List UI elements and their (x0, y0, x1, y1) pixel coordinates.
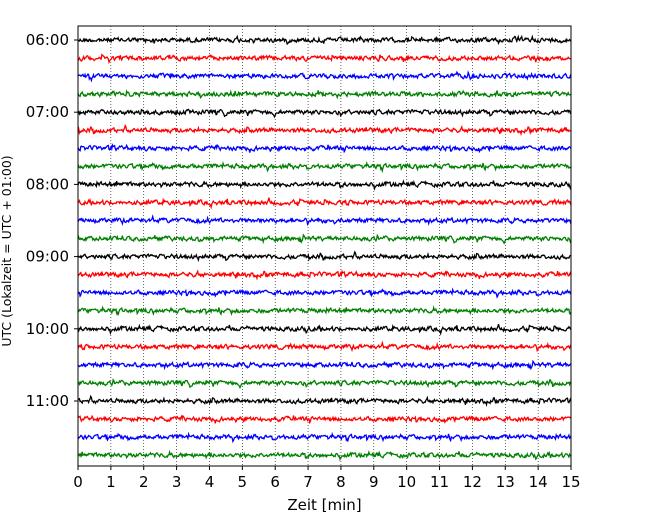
y-tick-label: 06:00 (26, 31, 69, 49)
x-tick-label: 13 (496, 473, 515, 491)
x-tick-label: 2 (139, 473, 149, 491)
y-axis-label: UTC (Lokalzeit = UTC + 01:00) (0, 155, 14, 346)
trace-row-1030 (77, 359, 572, 371)
trace-row-0745 (77, 160, 572, 174)
y-tick-label: 11:00 (26, 392, 69, 410)
trace-row-0830 (77, 214, 572, 227)
x-tick-label: 8 (336, 473, 346, 491)
trace-row-1045 (77, 378, 571, 390)
x-tick-label: 9 (369, 473, 379, 491)
x-tick-label: 0 (73, 473, 83, 491)
trace-row-1115 (77, 414, 572, 425)
trace-row-0930 (77, 287, 572, 299)
trace-row-0730 (77, 143, 572, 154)
x-tick-label: 5 (238, 473, 248, 491)
x-tick-label: 10 (397, 473, 416, 491)
x-tick-label: 11 (430, 473, 449, 491)
trace-row-1015 (77, 340, 572, 353)
y-tick-label: 07:00 (26, 103, 69, 121)
trace-row-0700 (77, 108, 572, 119)
trace-row-1145 (77, 449, 571, 462)
x-tick-label: 7 (303, 473, 313, 491)
seismic-traces (77, 34, 572, 462)
trace-row-0945 (77, 305, 572, 317)
y-axis-ticks: 06:00 07:00 08:00 09:00 10:00 11:00 (26, 31, 78, 410)
trace-row-1100 (77, 394, 572, 408)
trace-row-0915 (77, 269, 572, 281)
trace-row-0645 (77, 89, 572, 100)
trace-row-0715 (77, 123, 572, 137)
x-tick-label: 3 (172, 473, 182, 491)
x-tick-label: 14 (529, 473, 548, 491)
trace-row-1130 (77, 431, 572, 444)
plot-frame (77, 25, 572, 467)
trace-row-1000 (77, 323, 572, 336)
x-tick-label: 4 (205, 473, 215, 491)
x-tick-label: 6 (270, 473, 280, 491)
x-axis-label: Zeit [min] (287, 496, 361, 514)
trace-row-0615 (77, 53, 572, 65)
trace-row-0845 (77, 233, 572, 245)
trace-row-0600 (77, 34, 572, 46)
y-tick-label: 09:00 (26, 248, 69, 266)
trace-row-0630 (77, 70, 572, 83)
trace-row-0900 (77, 250, 572, 263)
trace-row-0815 (77, 197, 572, 210)
y-tick-label: 10:00 (26, 320, 69, 338)
x-axis-ticks: 0 1 2 3 4 5 6 7 8 9 10 11 12 13 14 15 (73, 466, 581, 491)
x-tick-label: 12 (463, 473, 482, 491)
trace-row-0800 (77, 179, 572, 191)
x-tick-label: 1 (106, 473, 116, 491)
y-tick-label: 08:00 (26, 175, 69, 193)
x-tick-label: 15 (561, 473, 580, 491)
vertical-gridlines (110, 26, 539, 466)
